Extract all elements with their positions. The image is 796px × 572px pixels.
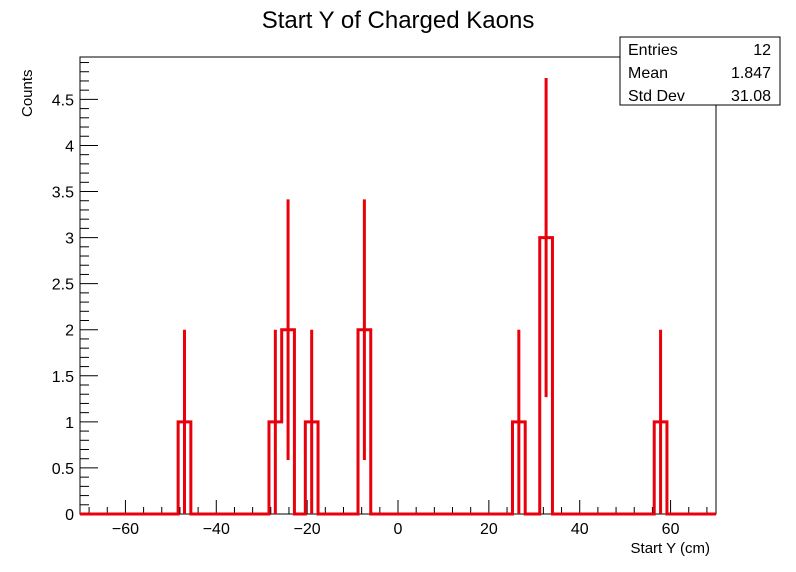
histogram-bin [517, 329, 521, 514]
histogram-bin [544, 78, 548, 398]
y-axis-label: Counts [19, 69, 36, 117]
chart-title: Start Y of Charged Kaons [262, 7, 535, 34]
y-tick-label: 0.5 [52, 461, 74, 478]
y-tick-label: 4 [65, 138, 74, 155]
stats-box: Entries 12 Mean 1.847 Std Dev 31.08 [619, 36, 781, 106]
histogram-bin [182, 329, 186, 514]
stats-std-value: 31.08 [731, 88, 771, 105]
stats-mean-label: Mean [628, 65, 668, 82]
histogram-bin [310, 329, 314, 514]
x-axis-label: Start Y (cm) [631, 540, 710, 557]
y-tick-label: 2 [65, 323, 74, 340]
histogram-bin [286, 199, 290, 461]
y-tick-label: 3.5 [52, 185, 74, 202]
x-tick-label: −20 [294, 521, 321, 538]
y-axis-ticks: 0 0.5 1 1.5 2 2.5 3 3.5 4 4.5 [52, 62, 98, 524]
histogram-bin [362, 199, 366, 461]
stats-mean-value: 1.847 [731, 65, 771, 82]
x-tick-label: 20 [480, 521, 498, 538]
stats-entries-label: Entries [628, 42, 678, 59]
y-tick-label: 3 [65, 231, 74, 248]
histogram-bin [273, 329, 277, 514]
x-tick-label: 0 [394, 521, 403, 538]
plot-frame [79, 56, 717, 515]
x-tick-label: 40 [571, 521, 589, 538]
y-tick-label: 1.5 [52, 369, 74, 386]
y-tick-label: 0 [65, 507, 74, 524]
y-tick-label: 2.5 [52, 277, 74, 294]
y-tick-label: 4.5 [52, 92, 74, 109]
x-tick-label: 60 [662, 521, 680, 538]
x-axis-ticks: −60 −40 −20 0 20 40 60 [88, 500, 708, 538]
histogram-bin [659, 329, 663, 514]
x-tick-label: −60 [112, 521, 139, 538]
stats-std-label: Std Dev [628, 88, 685, 105]
histogram-outline [80, 236, 716, 516]
stats-entries-value: 12 [753, 42, 771, 59]
y-tick-label: 1 [65, 415, 74, 432]
histogram-series [80, 78, 716, 516]
x-tick-label: −40 [203, 521, 230, 538]
